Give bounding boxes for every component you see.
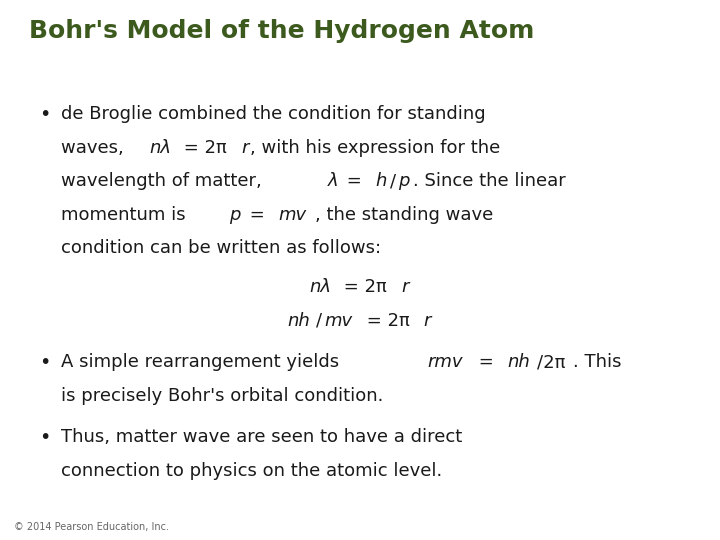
Text: © 2014 Pearson Education, Inc.: © 2014 Pearson Education, Inc. (14, 522, 169, 532)
Text: momentum is: momentum is (61, 206, 192, 224)
Text: rmv: rmv (428, 353, 463, 371)
Text: mv: mv (324, 312, 352, 329)
Text: wavelength of matter,: wavelength of matter, (61, 172, 268, 190)
Text: connection to physics on the atomic level.: connection to physics on the atomic leve… (61, 462, 443, 480)
Text: mv: mv (279, 206, 307, 224)
Text: •: • (40, 353, 51, 372)
Text: r: r (401, 278, 408, 296)
Text: p: p (398, 172, 410, 190)
Text: =: = (244, 206, 271, 224)
Text: Bohr's Model of the Hydrogen Atom: Bohr's Model of the Hydrogen Atom (29, 19, 534, 43)
Text: =: = (341, 172, 368, 190)
Text: p: p (230, 206, 240, 224)
Text: condition can be written as follows:: condition can be written as follows: (61, 239, 382, 257)
Text: •: • (40, 105, 51, 124)
Text: A simple rearrangement yields: A simple rearrangement yields (61, 353, 345, 371)
Text: , with his expression for the: , with his expression for the (251, 139, 500, 157)
Text: nh: nh (287, 312, 310, 329)
Text: •: • (40, 428, 51, 447)
Text: nλ: nλ (150, 139, 171, 157)
Text: de Broglie combined the condition for standing: de Broglie combined the condition for st… (61, 105, 486, 123)
Text: = 2π: = 2π (338, 278, 387, 296)
Text: . This: . This (573, 353, 622, 371)
Text: = 2π: = 2π (361, 312, 409, 329)
Text: r: r (241, 139, 248, 157)
Text: . Since the linear: . Since the linear (413, 172, 566, 190)
Text: waves,: waves, (61, 139, 130, 157)
Text: nh: nh (508, 353, 530, 371)
Text: /: / (316, 312, 323, 329)
Text: /2π: /2π (537, 353, 565, 371)
Text: λ: λ (328, 172, 338, 190)
Text: r: r (423, 312, 431, 329)
Text: /: / (390, 172, 396, 190)
Text: =: = (473, 353, 500, 371)
Text: Thus, matter wave are seen to have a direct: Thus, matter wave are seen to have a dir… (61, 428, 462, 446)
Text: = 2π: = 2π (178, 139, 227, 157)
Text: , the standing wave: , the standing wave (315, 206, 492, 224)
Text: is precisely Bohr's orbital condition.: is precisely Bohr's orbital condition. (61, 387, 384, 404)
Text: nλ: nλ (310, 278, 332, 296)
Text: h: h (376, 172, 387, 190)
